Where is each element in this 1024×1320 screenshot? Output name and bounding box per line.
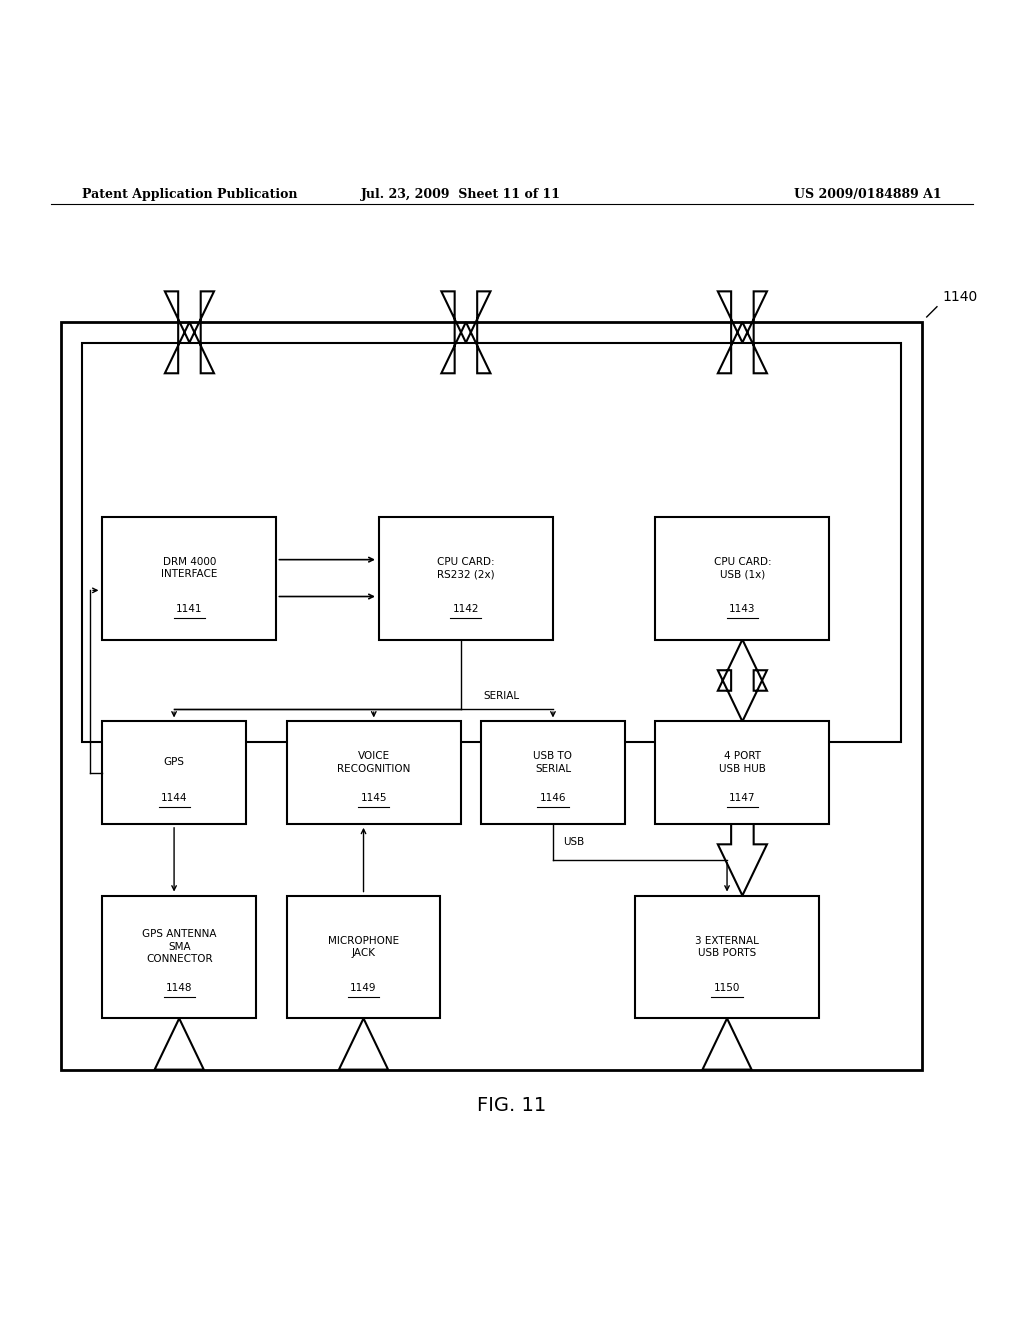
Text: 1141: 1141 (176, 603, 203, 614)
FancyBboxPatch shape (655, 516, 829, 639)
Text: 1145: 1145 (360, 793, 387, 804)
FancyBboxPatch shape (102, 516, 276, 639)
Text: 3 EXTERNAL
USB PORTS: 3 EXTERNAL USB PORTS (695, 936, 759, 958)
Text: GPS: GPS (164, 758, 184, 767)
Text: 1150: 1150 (714, 982, 740, 993)
Text: GPS ANTENNA
SMA
CONNECTOR: GPS ANTENNA SMA CONNECTOR (142, 929, 216, 964)
FancyBboxPatch shape (61, 322, 922, 1069)
Text: 4 PORT
USB HUB: 4 PORT USB HUB (719, 751, 766, 774)
Text: 1140: 1140 (942, 289, 977, 304)
Text: 1146: 1146 (540, 793, 566, 804)
Text: USB: USB (563, 837, 584, 847)
Text: US 2009/0184889 A1: US 2009/0184889 A1 (795, 187, 942, 201)
FancyBboxPatch shape (102, 722, 246, 824)
FancyBboxPatch shape (287, 895, 440, 1019)
FancyBboxPatch shape (102, 895, 256, 1019)
Text: USB TO
SERIAL: USB TO SERIAL (534, 751, 572, 774)
Text: Jul. 23, 2009  Sheet 11 of 11: Jul. 23, 2009 Sheet 11 of 11 (360, 187, 561, 201)
Polygon shape (718, 824, 767, 895)
Text: SERIAL: SERIAL (483, 690, 520, 701)
FancyBboxPatch shape (287, 722, 461, 824)
Text: DRM 4000
INTERFACE: DRM 4000 INTERFACE (161, 557, 218, 579)
Text: 1142: 1142 (453, 603, 479, 614)
Polygon shape (718, 292, 767, 374)
Polygon shape (441, 292, 490, 374)
FancyBboxPatch shape (379, 516, 553, 639)
Text: 1143: 1143 (729, 603, 756, 614)
Polygon shape (718, 639, 767, 722)
Text: CPU CARD:
RS232 (2x): CPU CARD: RS232 (2x) (437, 557, 495, 579)
Text: 1144: 1144 (161, 793, 187, 804)
Text: FIG. 11: FIG. 11 (477, 1096, 547, 1115)
Text: VOICE
RECOGNITION: VOICE RECOGNITION (337, 751, 411, 774)
Text: 1149: 1149 (350, 982, 377, 993)
Text: 1147: 1147 (729, 793, 756, 804)
FancyBboxPatch shape (481, 722, 625, 824)
Polygon shape (165, 292, 214, 374)
Polygon shape (702, 1019, 752, 1069)
Text: 1148: 1148 (166, 982, 193, 993)
FancyBboxPatch shape (655, 722, 829, 824)
Text: CPU CARD:
USB (1x): CPU CARD: USB (1x) (714, 557, 771, 579)
Text: MICROPHONE
JACK: MICROPHONE JACK (328, 936, 399, 958)
FancyBboxPatch shape (635, 895, 819, 1019)
FancyBboxPatch shape (82, 343, 901, 742)
Text: Patent Application Publication: Patent Application Publication (82, 187, 297, 201)
Polygon shape (155, 1019, 204, 1069)
Polygon shape (339, 1019, 388, 1069)
